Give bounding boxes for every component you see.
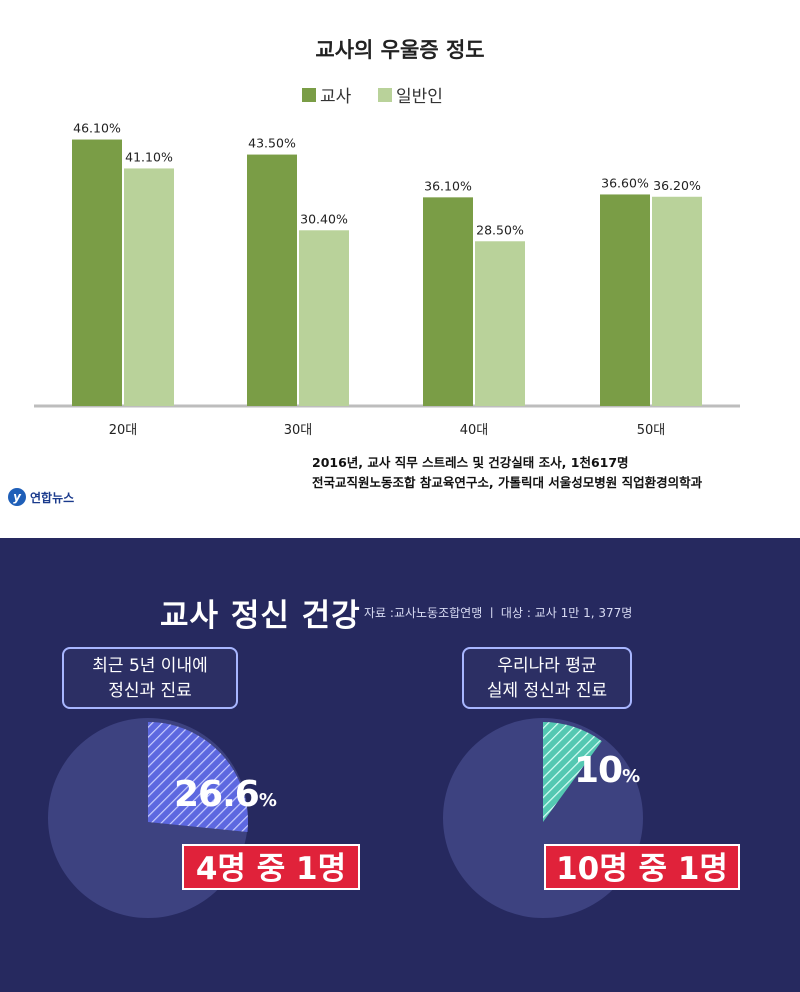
chart-title: 교사의 우울증 정도 [315, 38, 485, 62]
bar [247, 154, 297, 406]
yonhap-logo: y 연합뉴스 [8, 488, 74, 506]
bar [423, 197, 473, 406]
x-tick-label: 30대 [284, 423, 313, 438]
legend-swatch-teacher [302, 87, 316, 102]
legend-label-general: 일반인 [396, 87, 443, 107]
bar [475, 241, 525, 406]
callout-left-line-1: 최근 5년 이내에 [92, 656, 208, 676]
x-tick-label: 50대 [637, 423, 666, 438]
ratio-badge-right: 10명 중 1명 [544, 844, 740, 890]
legend-item-teacher: 교사 [302, 82, 351, 107]
infographic-title: 교사 정신 건강 [160, 598, 361, 634]
ratio-badge-left: 4명 중 1명 [182, 844, 360, 890]
source-line-1: 2016년, 교사 직무 스트레스 및 건강실태 조사, 1천617명 [312, 455, 629, 470]
callout-left: 최근 5년 이내에 정신과 진료 [62, 647, 238, 709]
callout-right-line-2: 실제 정신과 진료 [486, 681, 608, 701]
bar-data-label: 43.50% [248, 136, 296, 151]
pie-left-value-number: 26.6 [174, 774, 260, 815]
bar-data-label: 36.20% [653, 178, 701, 193]
source-note: 2016년, 교사 직무 스트레스 및 건강실태 조사, 1천617명 전국교직… [312, 453, 702, 493]
bar-data-label: 36.10% [424, 178, 472, 193]
bar-chart-panel: 교사의 우울증 정도 교사 일반인 46.10% 41.10% 20대 43.50% 3… [8, 38, 740, 506]
legend-item-general: 일반인 [378, 82, 443, 107]
bar-data-label: 30.40% [300, 211, 348, 226]
bar [124, 168, 174, 406]
bar-data-label: 36.60% [601, 175, 649, 190]
bar [652, 196, 702, 406]
pie-left-value: 26.6% [174, 774, 277, 815]
pie-slice-highlight [543, 722, 602, 822]
bar [299, 230, 349, 406]
yonhap-logo-icon: y [8, 488, 26, 506]
source-line-2: 전국교직원노동조합 참교육연구소, 가톨릭대 서울성모병원 직업환경의학과 [312, 475, 703, 490]
legend-swatch-general [378, 87, 392, 102]
bar-chart-svg: 46.10% 41.10% 20대 43.50% 30.40% 30대 36.10% 28.5… [34, 121, 740, 438]
callout-right: 우리나라 평균 실제 정신과 진료 [462, 647, 632, 709]
infographic-panel: 교사 정신 건강 자료 :교사노동조합연맹 ㅣ 대상 : 교사 1만 1, 37… [0, 538, 800, 992]
pie-right-value-number: 10 [574, 750, 623, 791]
logo-text: 연합뉴스 [30, 490, 75, 505]
pie-slice-highlight [148, 722, 248, 833]
callout-right-line-1: 우리나라 평균 [497, 656, 597, 676]
legend-label-teacher: 교사 [320, 87, 352, 107]
bar-data-label: 41.10% [125, 149, 173, 164]
bar-data-label: 28.50% [476, 222, 524, 237]
pie-left-value-unit: % [258, 790, 277, 811]
x-tick-label: 40대 [460, 423, 489, 438]
x-tick-label: 20대 [109, 423, 138, 438]
bar [600, 194, 650, 406]
callout-left-line-2: 정신과 진료 [108, 681, 192, 701]
infographic-source: 자료 :교사노동조합연맹 ㅣ 대상 : 교사 1만 1, 377명 [364, 606, 633, 620]
bar-data-label: 46.10% [73, 121, 121, 136]
pie-right-value: 10% [574, 750, 640, 791]
pie-right-value-unit: % [622, 766, 640, 787]
bar [72, 139, 122, 407]
